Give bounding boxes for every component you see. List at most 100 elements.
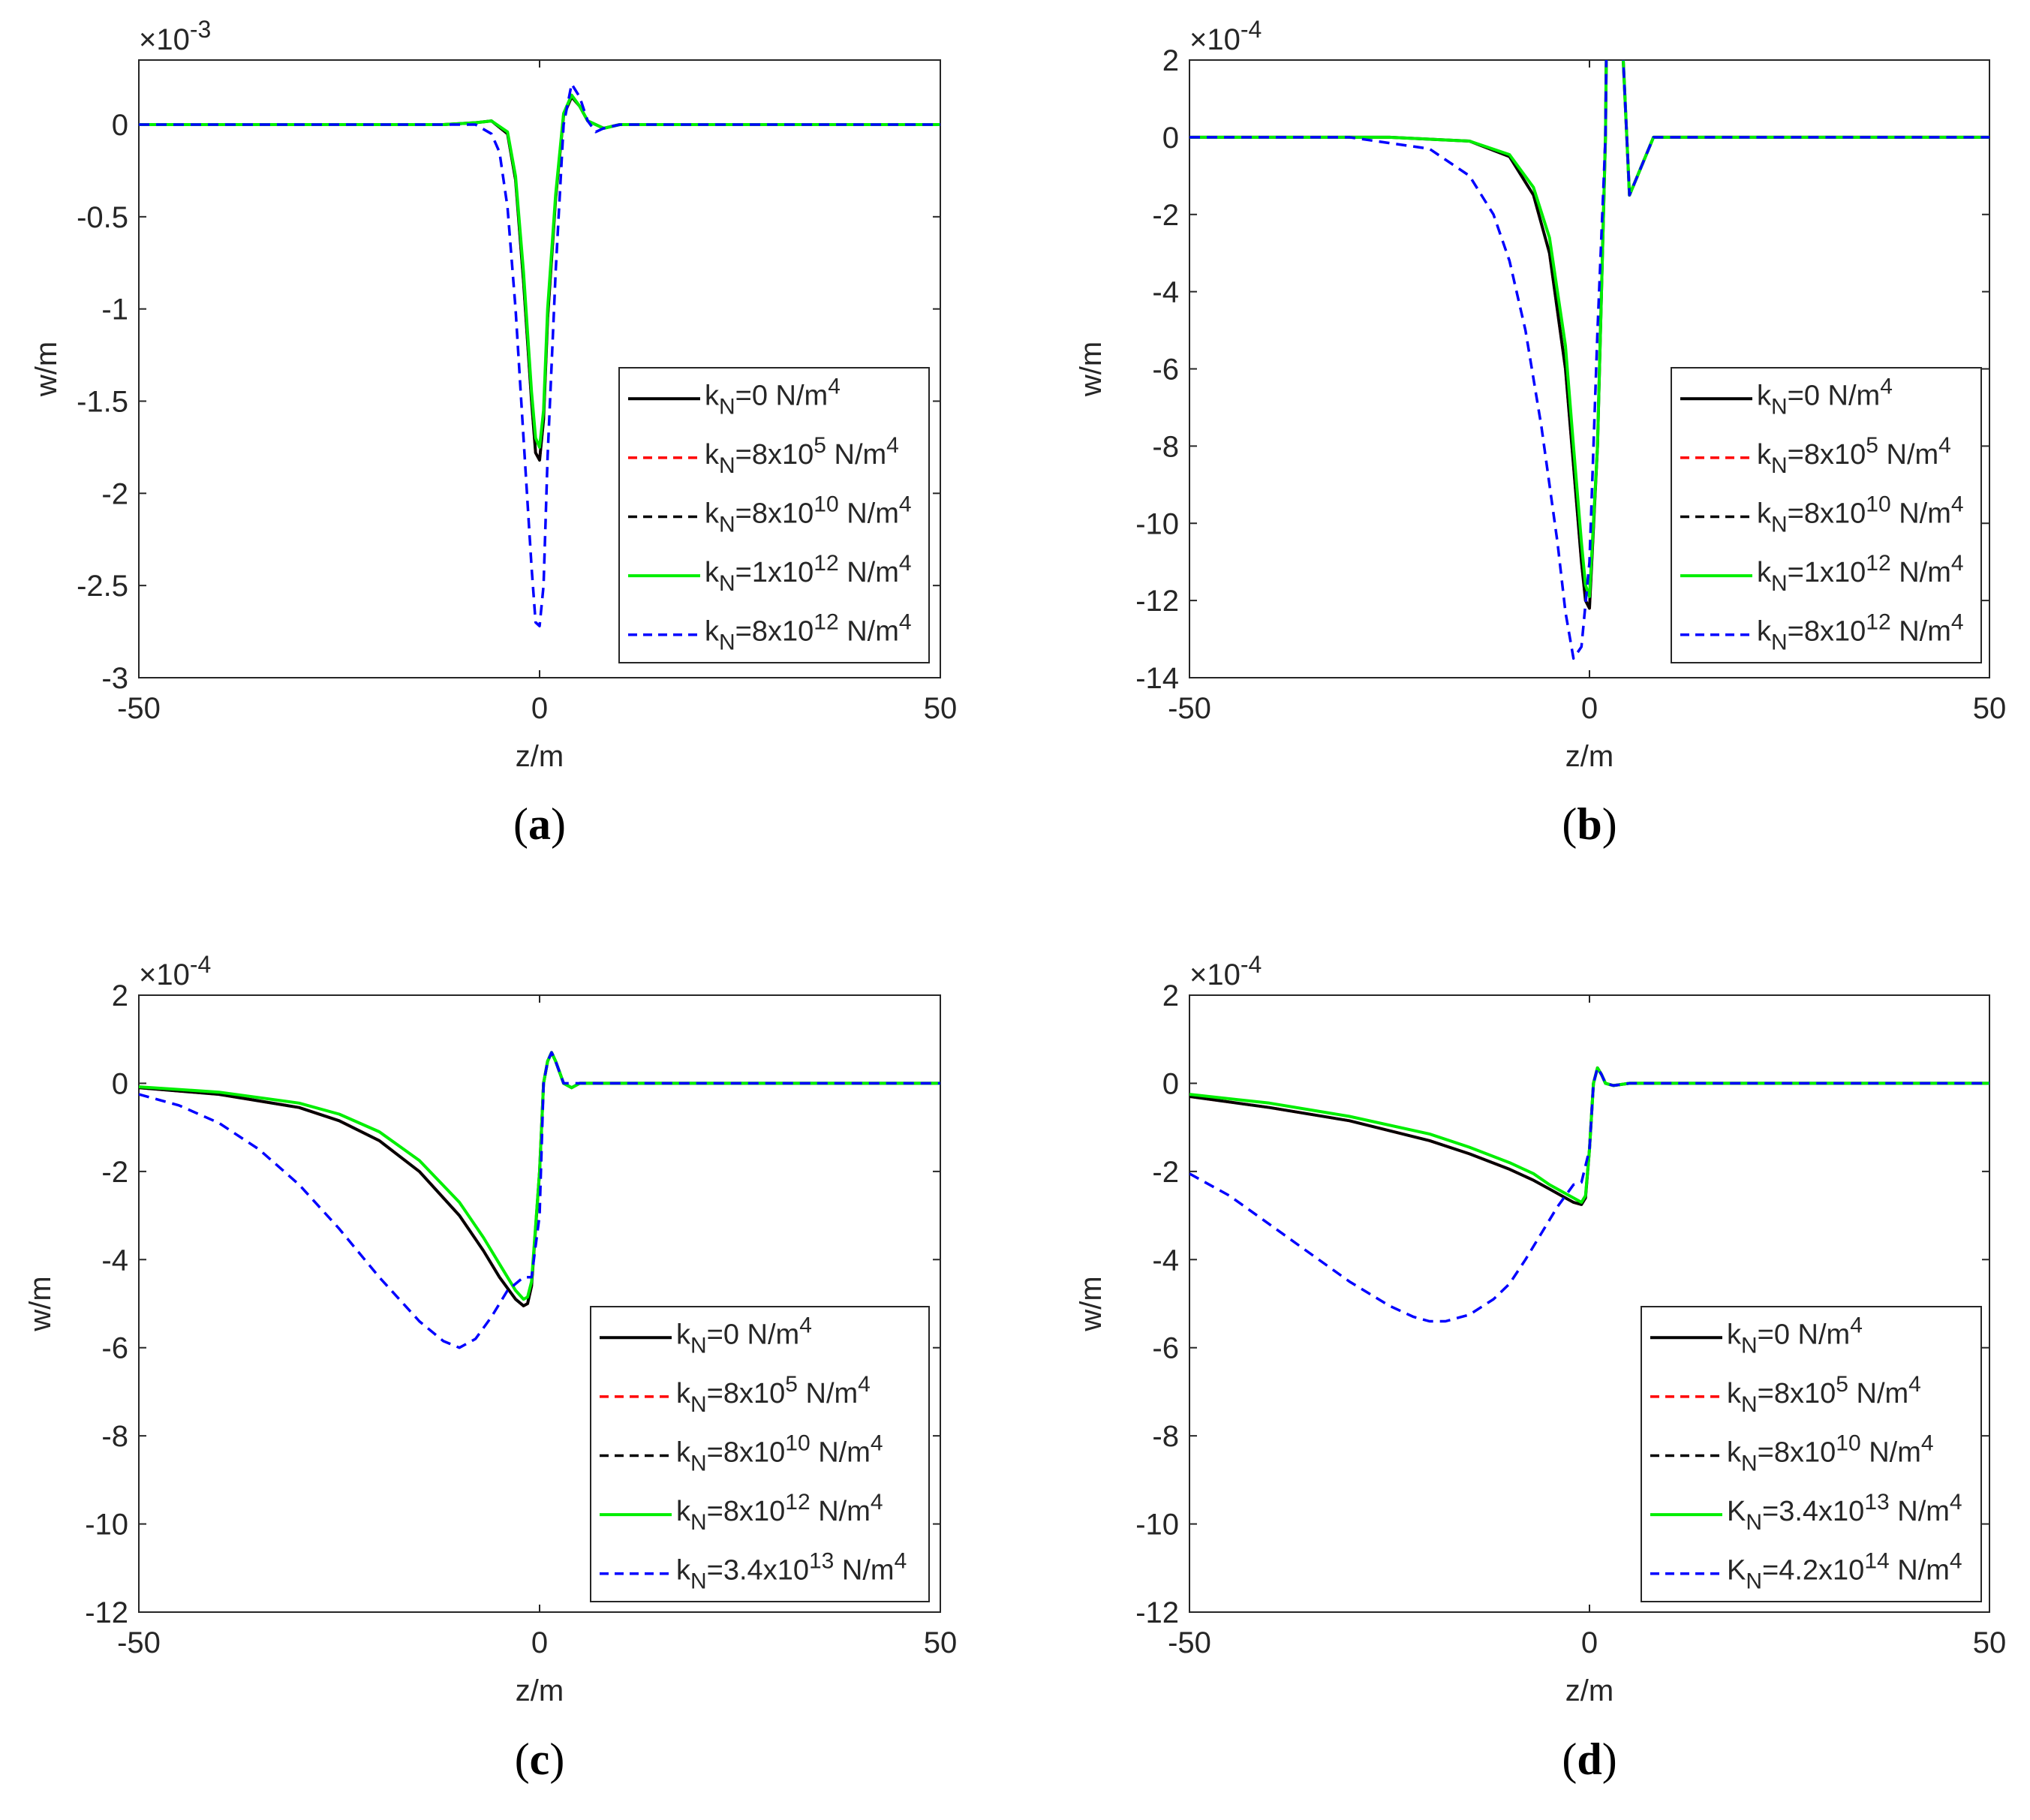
legend-label: kN=8x105 N/m4 [1757, 433, 1951, 478]
y-tick-label: -2.5 [77, 570, 128, 603]
legend-label: kN=0 N/m4 [676, 1313, 812, 1358]
chart-panel-a: 0 -0.5 -1 -1.5 -2 -2.5 -3-50 0 50 ×10-3 z/m w/m kN=0… [30, 16, 957, 849]
legend-label: kN=8x1012 N/m4 [705, 610, 912, 655]
legend-label: kN=8x105 N/m4 [705, 433, 899, 478]
x-tick-label: 0 [531, 1626, 548, 1659]
legend-label: kN=0 N/m4 [1757, 374, 1893, 419]
legend-label: kN=8x1012 N/m4 [676, 1490, 883, 1535]
y-tick-label: -12 [85, 1596, 128, 1629]
x-tick-label: 0 [1581, 692, 1598, 725]
axis-exponent-label: ×10-4 [139, 951, 211, 991]
legend-label: KN=4.2x1014 N/m4 [1727, 1549, 1962, 1594]
legend: kN=0 N/m4 kN=8x105 N/m4 kN=8x1010 N/m4 KN=3… [1641, 1306, 1982, 1602]
y-tick-label: -6 [101, 1332, 128, 1365]
series-line-3 [1189, 60, 1989, 610]
y-tick-label: 2 [1162, 44, 1179, 77]
axis-exponent-label: ×10-3 [139, 16, 211, 56]
panel-label: (d) [1562, 1734, 1616, 1784]
y-tick-label: -0.5 [77, 201, 128, 234]
y-tick-label: 0 [112, 109, 128, 142]
legend-label: KN=3.4x1013 N/m4 [1727, 1490, 1962, 1535]
series-line-5 [1189, 1066, 1989, 1323]
y-tick-label: -4 [1152, 276, 1179, 309]
y-tick-label: -6 [1152, 1332, 1179, 1365]
axis-exponent-label: ×10-4 [1189, 16, 1262, 56]
y-tick-label: -4 [1152, 1244, 1179, 1277]
y-tick-label: -10 [85, 1509, 128, 1542]
y-tick-label: -8 [101, 1420, 128, 1453]
legend-box [1641, 1306, 1982, 1602]
legend-label: kN=1x1012 N/m4 [1757, 551, 1964, 596]
legend: kN=0 N/m4 kN=8x105 N/m4 kN=8x1010 N/m4 kN=1… [618, 367, 930, 663]
y-tick-label: -2 [101, 1156, 128, 1189]
y-axis-label: w/m [30, 341, 63, 397]
y-tick-label: -3 [101, 662, 128, 695]
x-tick-label: -50 [117, 692, 161, 725]
chart-panel-b: 2 0 -2 -4 -6 -8 -10 -12 -14-50 0 50 ×10-4 z/m w/m kN=0… [1075, 16, 2007, 849]
legend-label: kN=1x1012 N/m4 [705, 551, 912, 596]
y-tick-label: -12 [1135, 585, 1179, 618]
legend: kN=0 N/m4 kN=8x105 N/m4 kN=8x1010 N/m4 kN=1… [1671, 367, 1982, 663]
y-tick-label: -6 [1152, 353, 1179, 387]
series-group [139, 1051, 940, 1349]
panel-label: (a) [513, 799, 566, 849]
series-line-4 [139, 1051, 940, 1301]
x-tick-label: 0 [1581, 1626, 1598, 1659]
x-axis-label: z/m [516, 1674, 564, 1707]
y-tick-label: -4 [101, 1244, 128, 1277]
legend: kN=0 N/m4 kN=8x105 N/m4 kN=8x1010 N/m4 kN=8… [590, 1306, 930, 1602]
y-tick-label: -14 [1135, 662, 1179, 695]
y-tick-label: 2 [1162, 979, 1179, 1012]
x-tick-label: -50 [117, 1626, 161, 1659]
legend-label: kN=8x105 N/m4 [676, 1372, 871, 1417]
x-tick-label: 50 [1973, 1626, 2007, 1659]
y-tick-label: 0 [1162, 1067, 1179, 1100]
legend-label: kN=0 N/m4 [1727, 1313, 1863, 1358]
y-tick-label: -2 [101, 477, 128, 510]
y-tick-label: -8 [1152, 430, 1179, 463]
y-tick-label: 2 [112, 979, 128, 1012]
y-tick-label: -12 [1135, 1596, 1179, 1629]
x-tick-label: 50 [1973, 692, 2007, 725]
legend-label: kN=8x1010 N/m4 [676, 1431, 883, 1476]
y-tick-label: -8 [1152, 1420, 1179, 1453]
y-tick-label: -1.5 [77, 385, 128, 418]
axis-exponent-label: ×10-4 [1189, 951, 1262, 991]
legend-box [590, 1306, 930, 1602]
legend-label: kN=0 N/m4 [705, 374, 841, 419]
series-line-5 [139, 83, 940, 627]
x-tick-label: 50 [924, 692, 958, 725]
series-line-4 [1189, 60, 1989, 598]
chart-panel-d: 2 0 -2 -4 -6 -8 -10 -12-50 0 50 ×10-4 z/m w/m kN=0 N/… [1075, 951, 2006, 1784]
y-tick-label: -10 [1135, 1509, 1179, 1542]
legend-label: kN=8x1010 N/m4 [1727, 1431, 1934, 1476]
x-tick-label: -50 [1168, 692, 1211, 725]
chart-panel-c: 2 0 -2 -4 -6 -8 -10 -12-50 0 50 ×10-4 z/m w/m kN=0 N/… [24, 951, 957, 1784]
series-line-4 [139, 93, 940, 449]
series-group [1189, 1066, 1989, 1323]
y-tick-label: 0 [1162, 122, 1179, 155]
y-tick-label: -2 [1152, 199, 1179, 232]
x-tick-label: -50 [1168, 1626, 1211, 1659]
panel-label: (c) [515, 1734, 565, 1784]
legend-label: kN=3.4x1013 N/m4 [676, 1549, 907, 1594]
x-tick-label: 50 [924, 1626, 958, 1659]
legend-label: kN=8x1010 N/m4 [1757, 492, 1964, 537]
series-line-5 [139, 1051, 940, 1349]
y-tick-label: -10 [1135, 507, 1179, 540]
x-axis-label: z/m [1565, 740, 1613, 773]
series-group [139, 83, 940, 627]
legend-box [1671, 367, 1982, 663]
legend-box [618, 367, 930, 663]
x-axis-label: z/m [1565, 1674, 1613, 1707]
y-tick-label: 0 [112, 1067, 128, 1100]
legend-label: kN=8x1010 N/m4 [705, 492, 912, 537]
y-axis-label: w/m [24, 1276, 57, 1331]
y-tick-label: -1 [101, 293, 128, 326]
x-tick-label: 0 [531, 692, 548, 725]
legend-label: kN=8x105 N/m4 [1727, 1372, 1921, 1417]
y-axis-label: w/m [1075, 1276, 1108, 1331]
panel-label: (b) [1562, 799, 1616, 849]
series-group [1189, 60, 1989, 660]
